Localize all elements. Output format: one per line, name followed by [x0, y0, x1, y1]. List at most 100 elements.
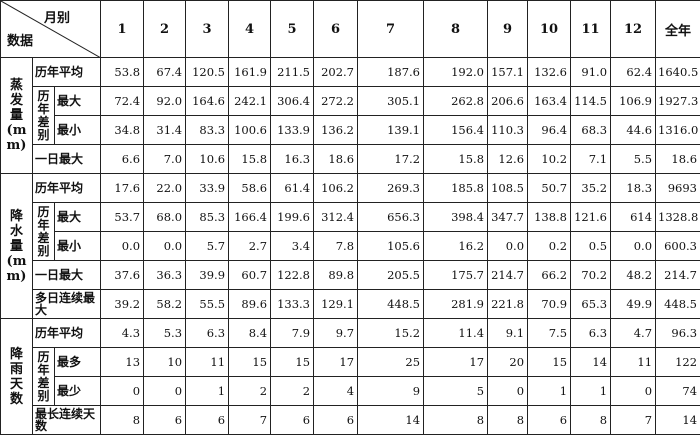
- value-cell: 0.0: [487, 231, 529, 261]
- value-cell: 1: [570, 376, 612, 406]
- value-cell: 100.6: [228, 115, 272, 145]
- value-cell: 12.6: [487, 144, 529, 174]
- value-cell: 91.0: [570, 57, 612, 87]
- value-cell: 132.6: [527, 57, 572, 87]
- value-cell: 1: [185, 376, 230, 406]
- data-table: 月别 数据 1 2 3 4 5 6 7 8 9 10 11 12 全年 蒸发量(mm) 历年平均 53.8 6…: [0, 0, 700, 435]
- value-cell: 89.8: [313, 260, 359, 290]
- data-row: 历年差别 最多 13 10 11 15 15 17 25 17 20 15 14 11 122: [1, 347, 700, 406]
- value-cell: 11: [610, 347, 657, 377]
- value-cell: 600.3: [655, 231, 700, 261]
- value-cell: 68.3: [570, 115, 612, 145]
- value-cell: 49.9: [610, 289, 657, 319]
- value-cell: 10: [143, 347, 187, 377]
- value-cell: 347.7: [487, 202, 529, 232]
- value-cell: 0.0: [610, 231, 657, 261]
- row-label: 多日连续最大: [31, 289, 102, 319]
- value-cell: 9.1: [487, 318, 529, 348]
- value-cell: 0.5: [570, 231, 612, 261]
- diff-label: 历年差别: [32, 86, 55, 145]
- value-cell: 214.7: [655, 260, 700, 290]
- value-cell: 136.2: [313, 115, 359, 145]
- value-cell: 187.6: [357, 57, 425, 87]
- value-cell: 4: [313, 376, 359, 406]
- value-cell: 0.0: [100, 231, 145, 261]
- value-cell: 83.3: [185, 115, 230, 145]
- value-cell: 17: [313, 347, 359, 377]
- value-cell: 6: [313, 405, 359, 435]
- value-cell: 7: [228, 405, 272, 435]
- value-cell: 92.0: [143, 86, 187, 116]
- value-cell: 96.4: [527, 115, 572, 145]
- value-cell: 6.3: [185, 318, 230, 348]
- column-header: 6: [313, 0, 359, 58]
- header-row: 月别 数据 1 2 3 4 5 6 7 8 9 10 11 12 全年: [0, 0, 700, 58]
- value-cell: 656.3: [357, 202, 425, 232]
- value-cell: 1640.5: [655, 57, 700, 87]
- value-cell: 1: [527, 376, 572, 406]
- value-cell: 61.4: [270, 173, 315, 203]
- value-cell: 58.6: [228, 173, 272, 203]
- value-cell: 53.8: [100, 57, 145, 87]
- value-cell: 138.8: [527, 202, 572, 232]
- value-cell: 70.2: [570, 260, 612, 290]
- value-cell: 55.5: [185, 289, 230, 319]
- value-cell: 6: [270, 405, 315, 435]
- value-cell: 14: [357, 405, 425, 435]
- value-cell: 106.2: [313, 173, 359, 203]
- row-label: 最大: [53, 86, 102, 116]
- value-cell: 72.4: [100, 86, 145, 116]
- value-cell: 242.1: [228, 86, 272, 116]
- row-label: 一日最大: [31, 260, 102, 290]
- value-cell: 20: [487, 347, 529, 377]
- value-cell: 129.1: [313, 289, 359, 319]
- value-cell: 8: [570, 405, 612, 435]
- value-cell: 305.1: [357, 86, 425, 116]
- value-cell: 1316.0: [655, 115, 700, 145]
- value-cell: 6: [185, 405, 230, 435]
- row-label: 一日最大: [31, 144, 102, 174]
- value-cell: 108.5: [487, 173, 529, 203]
- value-cell: 14: [655, 405, 700, 435]
- value-cell: 16.3: [270, 144, 315, 174]
- value-cell: 269.3: [357, 173, 425, 203]
- row-label: 最长连续天数: [31, 405, 102, 435]
- value-cell: 6: [143, 405, 187, 435]
- value-cell: 185.8: [423, 173, 489, 203]
- value-cell: 33.9: [185, 173, 230, 203]
- data-row: 一日最大 37.6 36.3 39.9 60.7 122.8 89.8 205.5 175.7 2…: [1, 260, 700, 290]
- value-cell: 0.0: [143, 231, 187, 261]
- value-cell: 15.2: [357, 318, 425, 348]
- value-cell: 7.8: [313, 231, 359, 261]
- value-cell: 17.6: [100, 173, 145, 203]
- value-cell: 448.5: [357, 289, 425, 319]
- value-cell: 3.4: [270, 231, 315, 261]
- value-cell: 166.4: [228, 202, 272, 232]
- column-header: 1: [100, 0, 145, 58]
- value-cell: 70.9: [527, 289, 572, 319]
- value-cell: 66.2: [527, 260, 572, 290]
- value-cell: 4.3: [100, 318, 145, 348]
- value-cell: 2.7: [228, 231, 272, 261]
- value-cell: 5.5: [610, 144, 657, 174]
- value-cell: 4.7: [610, 318, 657, 348]
- value-cell: 14: [570, 347, 612, 377]
- value-cell: 5: [423, 376, 489, 406]
- data-row: 最小 0.0 0.0 5.7 2.7 3.4 7.8 105.6 16.2 0.0 0.2 0.5 0.…: [1, 231, 700, 261]
- value-cell: 398.4: [423, 202, 489, 232]
- row-label: 历年平均: [31, 57, 102, 87]
- value-cell: 0: [610, 376, 657, 406]
- column-header: 10: [527, 0, 572, 58]
- value-cell: 15: [527, 347, 572, 377]
- value-cell: 312.4: [313, 202, 359, 232]
- value-cell: 9: [357, 376, 425, 406]
- group-label: 降水量(mm): [0, 173, 33, 319]
- value-cell: 25: [357, 347, 425, 377]
- value-cell: 202.7: [313, 57, 359, 87]
- value-cell: 62.4: [610, 57, 657, 87]
- value-cell: 10.6: [185, 144, 230, 174]
- value-cell: 448.5: [655, 289, 700, 319]
- value-cell: 39.2: [100, 289, 145, 319]
- value-cell: 11.4: [423, 318, 489, 348]
- diagonal: [1, 1, 100, 57]
